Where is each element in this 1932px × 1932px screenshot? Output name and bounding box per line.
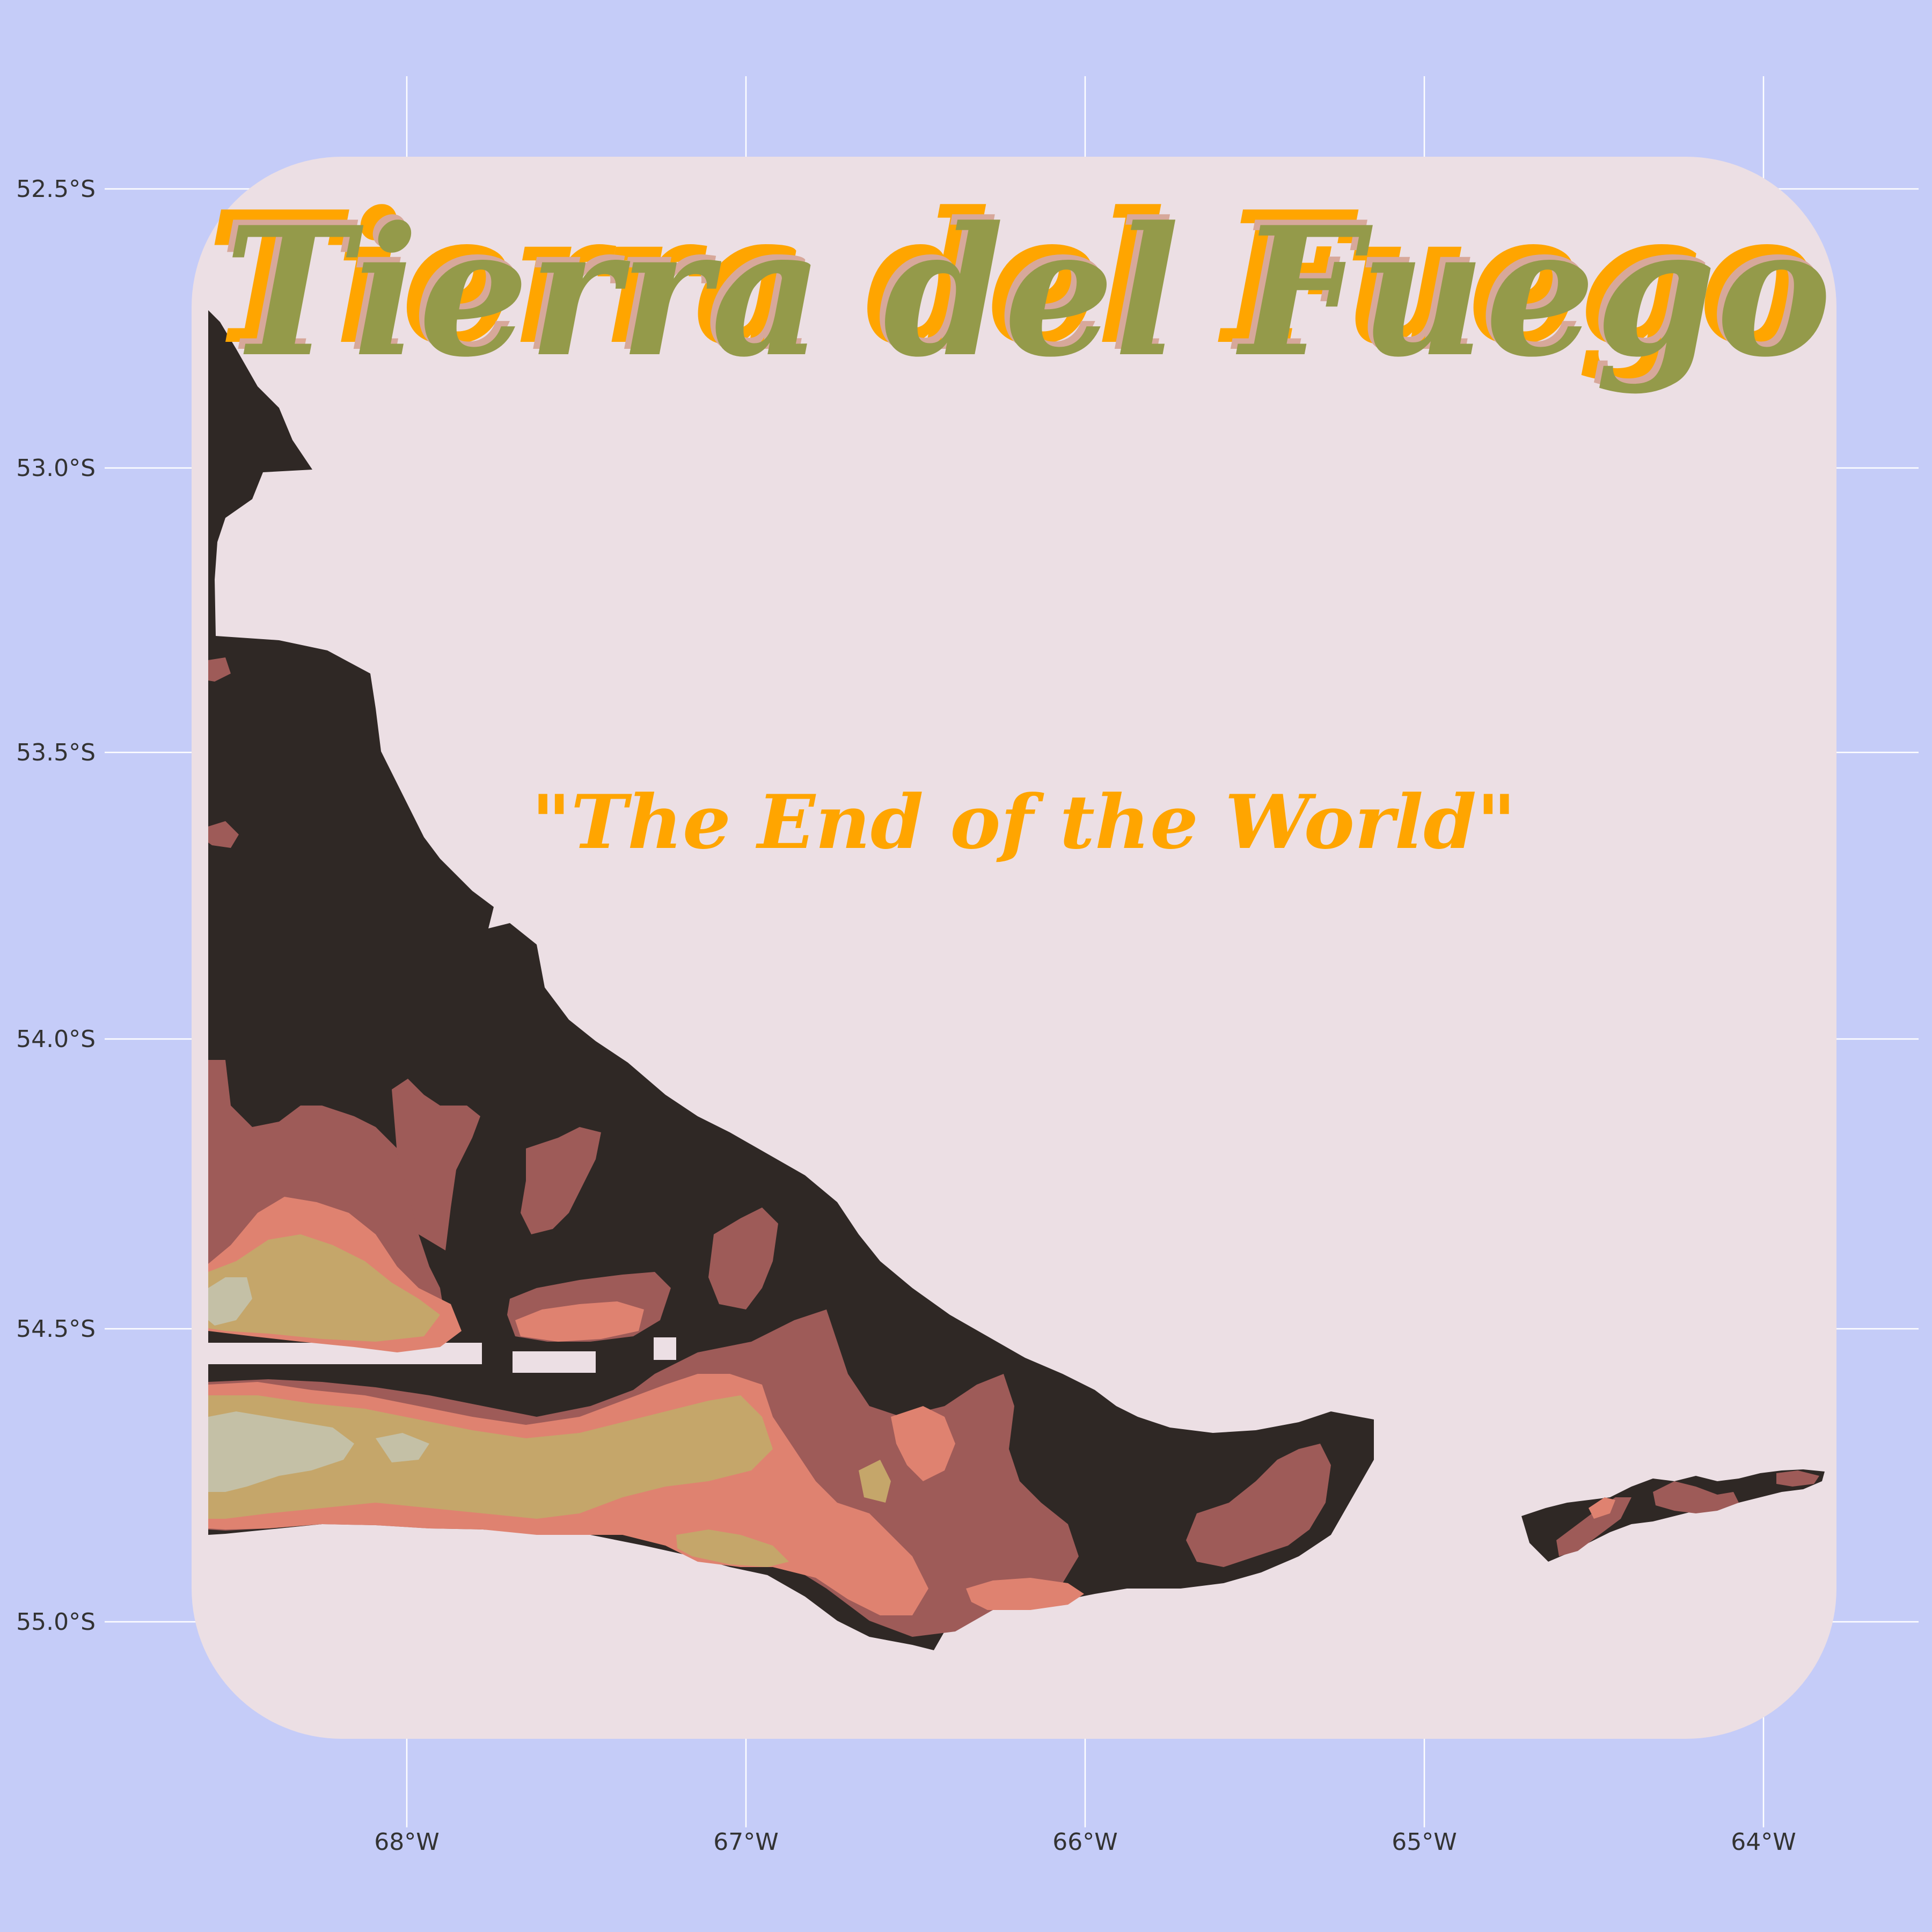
y-tick-label: 55.0°S (16, 1608, 96, 1636)
x-tick-label: 65°W (1392, 1828, 1457, 1856)
y-tick-label: 53.0°S (16, 455, 96, 482)
landmass (208, 310, 1825, 1650)
x-tick-label: 64°W (1731, 1828, 1796, 1856)
title-shadow: Tierra del Fuego (219, 182, 1826, 391)
x-tick-label: 67°W (713, 1828, 779, 1856)
title-text: Tierra del Fuego (224, 188, 1832, 396)
main-island (208, 310, 1374, 1650)
channel-2 (654, 1337, 676, 1360)
title-outline: Tierra del Fuego (208, 174, 1816, 382)
x-axis: 68°W 67°W 66°W 65°W 64°W (374, 1828, 1796, 1856)
y-tick-label: 54.0°S (16, 1026, 96, 1053)
x-tick-label: 68°W (374, 1828, 440, 1856)
map-subtitle: "The End of the World" (531, 778, 1516, 866)
elevation-layer-3 (208, 1234, 891, 1567)
channel (513, 1351, 596, 1373)
x-tick-label: 66°W (1052, 1828, 1118, 1856)
map-title: Tierra del Fuego Tierra del Fuego Tierra… (207, 172, 1832, 396)
y-tick-label: 52.5°S (16, 175, 96, 203)
staten-island (1521, 1469, 1825, 1562)
y-tick-label: 53.5°S (16, 739, 96, 766)
elevation-layer-4 (208, 1277, 429, 1492)
y-axis: 52.5°S 53.0°S 53.5°S 54.0°S 54.5°S 55.0°… (16, 175, 96, 1636)
y-tick-label: 54.5°S (16, 1315, 96, 1343)
